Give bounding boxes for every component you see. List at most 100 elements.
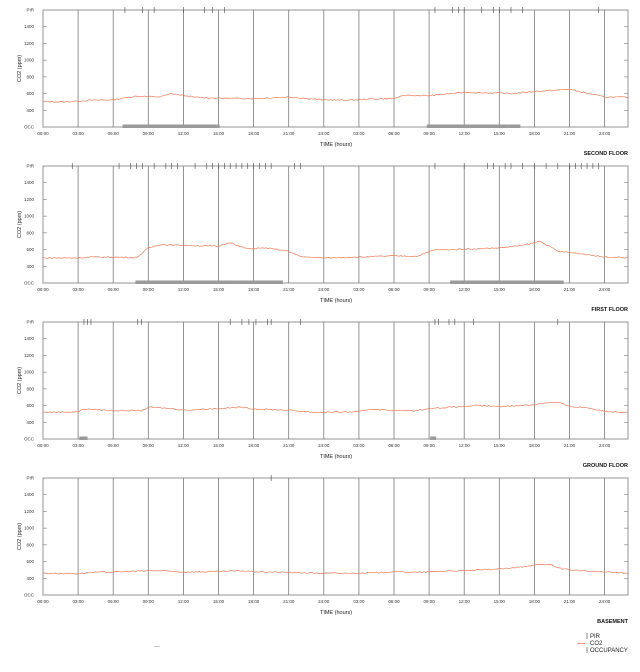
x-tick-label: 15:00 bbox=[213, 599, 225, 604]
x-tick-label: 15:00 bbox=[494, 443, 506, 448]
x-tick-label: 03:00 bbox=[72, 599, 84, 604]
x-axis-label: TIME (hours) bbox=[320, 610, 352, 616]
x-tick-label: 24:00 bbox=[318, 287, 330, 292]
y-tick-label: 800 bbox=[26, 74, 34, 79]
occupancy-bar bbox=[79, 436, 88, 440]
floor-title: SECOND FLOOR bbox=[584, 151, 628, 157]
x-tick-label: 15:00 bbox=[494, 131, 506, 136]
x-tick-label: 03:00 bbox=[72, 131, 84, 136]
x-tick-label: 09:00 bbox=[423, 443, 435, 448]
x-tick-label: 12:00 bbox=[178, 131, 190, 136]
y-tick-label: 1400 bbox=[24, 180, 35, 185]
y-tick-label: PIR bbox=[26, 164, 34, 169]
y-tick-label: 1400 bbox=[24, 492, 35, 497]
co2-line bbox=[42, 89, 628, 103]
y-tick-label: 600 bbox=[26, 403, 34, 408]
x-tick-label: 21:00 bbox=[283, 599, 295, 604]
x-tick-label: 12:00 bbox=[178, 287, 190, 292]
y-tick-label: PIR bbox=[26, 8, 34, 13]
x-tick-label: 21:00 bbox=[564, 131, 576, 136]
occupancy-bar bbox=[508, 124, 521, 128]
y-tick-label: OCC bbox=[24, 437, 35, 442]
co2-line bbox=[42, 563, 628, 575]
occupancy-bar bbox=[426, 124, 509, 128]
x-tick-label: 18:00 bbox=[529, 599, 541, 604]
x-tick-label: 12:00 bbox=[459, 443, 471, 448]
x-tick-label: 06:00 bbox=[108, 287, 120, 292]
x-tick-label: 12:00 bbox=[459, 131, 471, 136]
x-tick-label: 06:00 bbox=[108, 443, 120, 448]
x-axis-label: TIME (hours) bbox=[320, 454, 352, 460]
x-tick-label: 21:00 bbox=[564, 443, 576, 448]
x-tick-label: 15:00 bbox=[213, 443, 225, 448]
x-tick-label: 12:00 bbox=[178, 599, 190, 604]
occupancy-bar bbox=[450, 280, 564, 284]
y-tick-label: 1000 bbox=[24, 526, 35, 531]
y-tick-label: 400 bbox=[26, 108, 34, 113]
x-tick-label: 24:00 bbox=[318, 131, 330, 136]
y-tick-label: 400 bbox=[26, 264, 34, 269]
y-tick-label: 800 bbox=[26, 230, 34, 235]
x-tick-label: 21:00 bbox=[564, 287, 576, 292]
co2-line bbox=[42, 401, 628, 414]
x-axis-label: TIME (hours) bbox=[320, 142, 352, 148]
y-tick-label: 1200 bbox=[24, 197, 35, 202]
y-tick-label: 1200 bbox=[24, 353, 35, 358]
x-tick-label: 09:00 bbox=[143, 131, 155, 136]
x-tick-label: 00:00 bbox=[37, 131, 49, 136]
plot-frame bbox=[42, 165, 629, 284]
y-tick-label: 1400 bbox=[24, 336, 35, 341]
co2-line bbox=[42, 241, 628, 259]
chart-panel-first-floor: 00:00 03:00 06:00 09:00 12:00 15:00 18:00 21:00… bbox=[17, 163, 629, 313]
plot-frame bbox=[42, 321, 629, 440]
x-tick-label: 09:00 bbox=[423, 287, 435, 292]
x-tick-label: 06:00 bbox=[388, 443, 400, 448]
x-tick-label: 18:00 bbox=[248, 443, 260, 448]
x-tick-label: 09:00 bbox=[143, 443, 155, 448]
y-tick-label: 1000 bbox=[24, 58, 35, 63]
x-tick-label: 00:00 bbox=[37, 599, 49, 604]
x-tick-label: 12:00 bbox=[178, 443, 190, 448]
chart-panel-second-floor: 00:00 03:00 06:00 09:00 12:00 15:00 18:00 21:00… bbox=[17, 7, 629, 157]
x-tick-label: 12:00 bbox=[459, 599, 471, 604]
x-tick-label: 18:00 bbox=[248, 287, 260, 292]
y-axis-label: CO2 (ppm) bbox=[17, 367, 23, 394]
x-tick-label: 06:00 bbox=[108, 131, 120, 136]
x-tick-label: 09:00 bbox=[423, 599, 435, 604]
x-tick-label: 18:00 bbox=[248, 599, 260, 604]
floor-title: FIRST FLOOR bbox=[591, 307, 628, 313]
y-tick-label: OCC bbox=[24, 281, 35, 286]
x-tick-label: 06:00 bbox=[388, 287, 400, 292]
y-tick-label: 1400 bbox=[24, 24, 35, 29]
x-tick-label: 18:00 bbox=[529, 443, 541, 448]
legend-label: CO2 bbox=[590, 641, 603, 647]
x-tick-label: 21:00 bbox=[283, 131, 295, 136]
y-tick-label: 600 bbox=[26, 247, 34, 252]
x-tick-label: 18:00 bbox=[529, 131, 541, 136]
y-tick-label: 600 bbox=[26, 91, 34, 96]
x-tick-label: 15:00 bbox=[213, 287, 225, 292]
x-tick-label: 03:00 bbox=[353, 131, 365, 136]
x-tick-label: 24:00 bbox=[318, 443, 330, 448]
x-tick-label: 15:00 bbox=[494, 599, 506, 604]
y-tick-label: PIR bbox=[26, 476, 34, 481]
y-tick-label: PIR bbox=[26, 320, 34, 325]
chart-panel-ground-floor: 00:00 03:00 06:00 09:00 12:00 15:00 18:00 21:00… bbox=[17, 319, 629, 469]
x-tick-label: 03:00 bbox=[353, 443, 365, 448]
y-tick-label: 400 bbox=[26, 420, 34, 425]
y-axis-label: CO2 (ppm) bbox=[17, 211, 23, 238]
chart-panel-basement: 00:00 03:00 06:00 09:00 12:00 15:00 18:00 21:00… bbox=[17, 475, 629, 625]
x-tick-label: 06:00 bbox=[388, 599, 400, 604]
floor-title: GROUND FLOOR bbox=[583, 463, 628, 469]
x-tick-label: 03:00 bbox=[72, 287, 84, 292]
legend-label: PIR bbox=[590, 634, 601, 640]
y-tick-label: 1200 bbox=[24, 509, 35, 514]
y-tick-label: OCC bbox=[24, 593, 35, 598]
x-tick-label: 00:00 bbox=[37, 287, 49, 292]
x-axis-label: TIME (hours) bbox=[320, 298, 352, 304]
plot-frame bbox=[42, 477, 629, 596]
x-tick-label: 24:00 bbox=[599, 443, 611, 448]
x-tick-label: 24:00 bbox=[599, 599, 611, 604]
